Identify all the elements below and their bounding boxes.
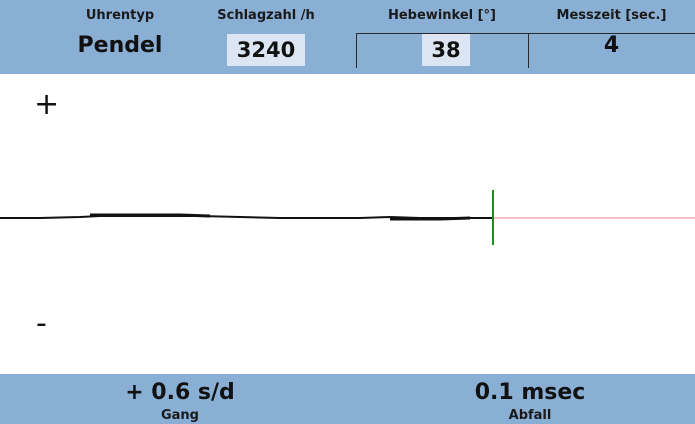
- abfall-label: Abfall: [508, 408, 552, 423]
- footer-bar: + 0.6 s/d Gang 0.1 msec Abfall: [0, 374, 695, 424]
- header-divider: [356, 33, 695, 34]
- trace-plot: [0, 190, 695, 245]
- trace-line-thick: [390, 216, 471, 221]
- trace-line-thick: [90, 213, 211, 218]
- uhrentyp-cell[interactable]: Uhrentyp Pendel: [40, 0, 200, 74]
- hebewinkel-cell[interactable]: Hebewinkel [°] 38: [356, 0, 528, 74]
- schlagzahl-cell[interactable]: Schlagzahl /h 3240: [196, 0, 336, 74]
- uhrentyp-label: Uhrentyp: [85, 8, 155, 23]
- minus-label: -: [36, 306, 47, 341]
- gang-label: Gang: [160, 408, 199, 423]
- schlagzahl-value[interactable]: 3240: [227, 34, 305, 66]
- abfall-value: 0.1 msec: [474, 380, 586, 405]
- hebewinkel-label: Hebewinkel [°]: [387, 8, 497, 23]
- header-separator: [528, 34, 529, 68]
- header-bar: Uhrentyp Pendel Schlagzahl /h 3240 Hebew…: [0, 0, 695, 74]
- hebewinkel-value[interactable]: 38: [422, 34, 470, 66]
- schlagzahl-label: Schlagzahl /h: [217, 8, 315, 23]
- uhrentyp-value: Pendel: [77, 33, 163, 58]
- gang-value: + 0.6 s/d: [125, 380, 235, 405]
- messzeit-label: Messzeit [sec.]: [556, 8, 667, 23]
- header-separator: [356, 34, 357, 68]
- messzeit-cell[interactable]: Messzeit [sec.] 4: [528, 0, 695, 74]
- plus-label: +: [34, 87, 60, 122]
- messzeit-value: 4: [603, 33, 620, 58]
